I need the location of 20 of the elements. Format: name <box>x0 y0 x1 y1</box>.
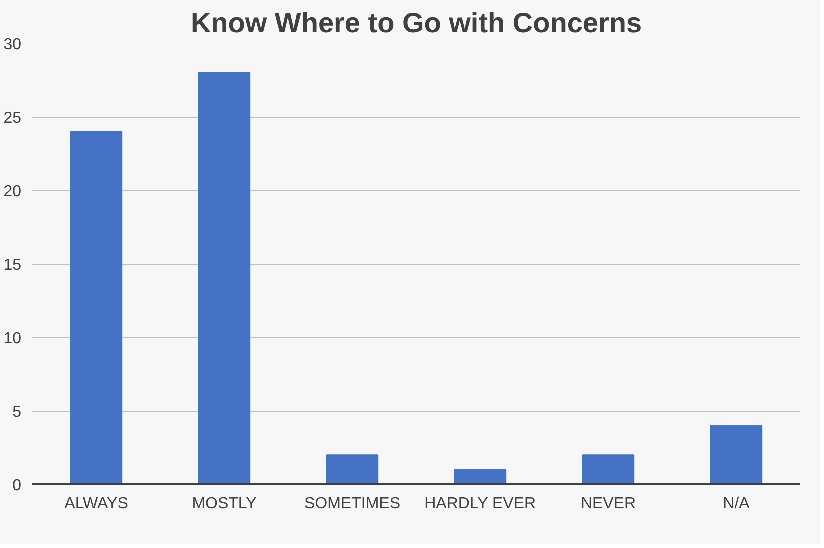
x-tick-label: ALWAYS <box>64 496 128 512</box>
y-tick-label: 5 <box>12 404 22 421</box>
bar <box>454 469 507 484</box>
bar <box>710 425 763 484</box>
y-tick-label: 25 <box>4 110 22 127</box>
bar <box>326 454 379 484</box>
y-tick-label: 0 <box>12 478 22 494</box>
bar <box>70 131 123 484</box>
bar <box>198 72 251 484</box>
y-tick-label: 30 <box>4 36 22 54</box>
x-tick-label: MOSTLY <box>192 496 258 512</box>
y-tick-label: 20 <box>4 184 22 200</box>
x-tick-label: SOMETIMES <box>304 496 401 512</box>
bar <box>582 454 635 484</box>
x-tick-label: NEVER <box>580 496 636 512</box>
x-tick-label: HARDLY EVER <box>424 496 536 512</box>
chart-title: Know Where to Go with Concerns <box>190 8 642 38</box>
x-tick-label: N/A <box>723 496 750 512</box>
y-tick-label: 10 <box>4 330 22 348</box>
y-tick-label: 15 <box>4 257 22 274</box>
